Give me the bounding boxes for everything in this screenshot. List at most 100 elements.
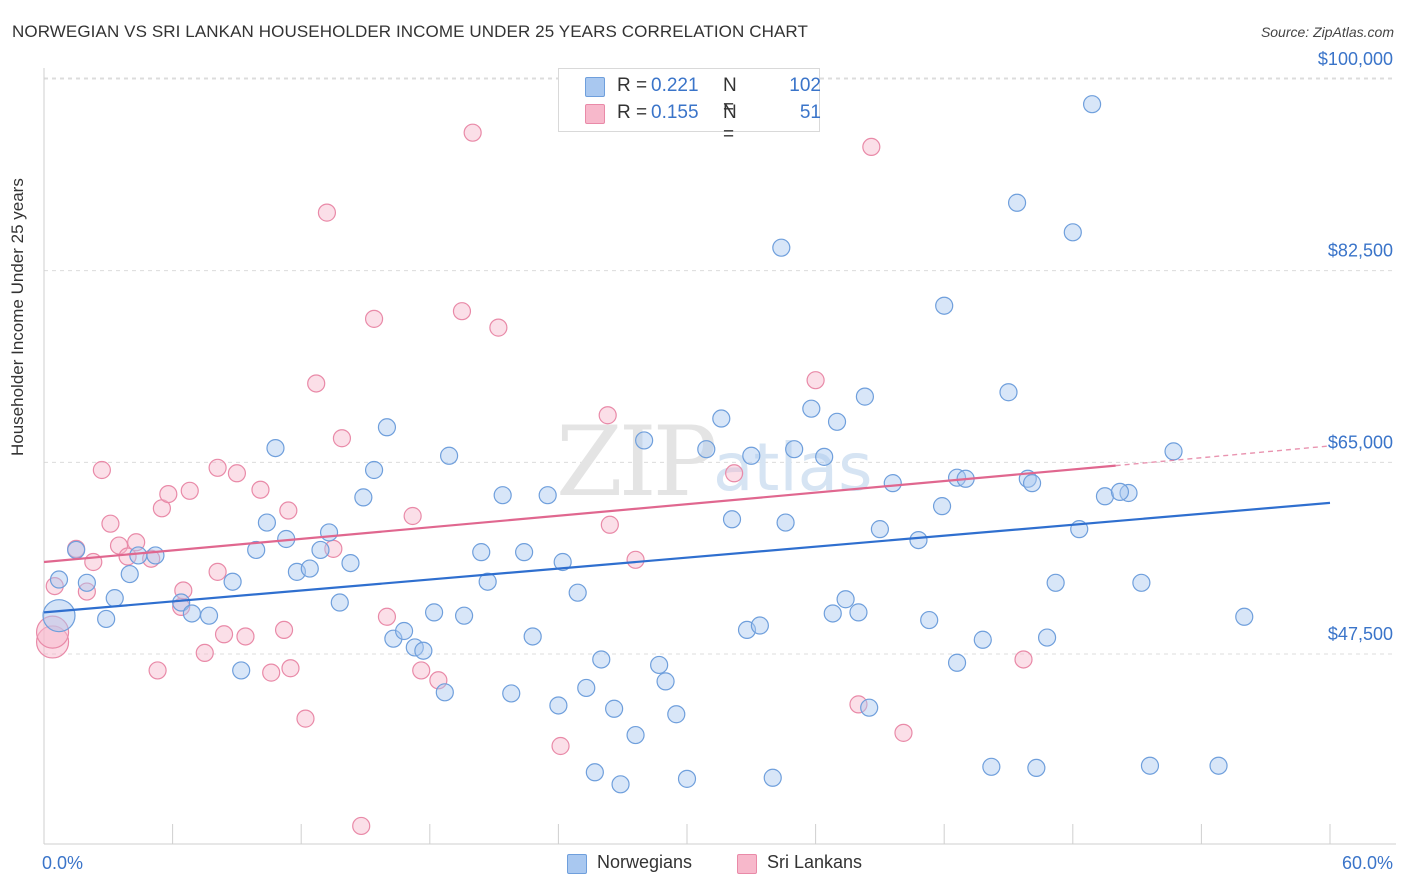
data-point [722,510,742,529]
data-point [920,610,939,630]
data-point [598,406,617,425]
data-point [776,513,795,532]
data-point [208,562,227,581]
watermark-zip: ZIP [556,406,715,518]
legend-r-label: R = [617,102,653,123]
data-point [585,763,604,782]
data-point [626,725,645,745]
data-point [148,661,167,680]
data-point [823,604,842,623]
data-point [424,603,444,622]
legend-label-norwegians: Norwegians [597,852,693,872]
legend-n-label: N = [723,102,737,145]
trend-line-norwegians [43,501,1331,614]
legend-swatch-pink [585,104,605,124]
data-point [1014,650,1033,669]
data-point [982,757,1001,776]
data-point [307,374,326,393]
data-point [92,460,111,480]
stats-legend: R = 0.221 N = 102 R = 0.155 N = 51 [558,68,821,145]
data-point [656,672,675,691]
data-point [414,641,433,660]
data-point [266,438,285,458]
data-point [146,546,165,565]
grid-lines [44,77,1396,655]
data-point [1132,573,1151,592]
data-point [742,446,761,465]
data-point [1209,756,1228,775]
chart-title: NORWEGIAN VS SRI LANKAN HOUSEHOLDER INCO… [12,22,808,41]
data-point [855,387,874,406]
data-point [538,486,557,505]
data-point [667,705,686,724]
legend-n-value: 51 [799,102,821,123]
data-point [883,474,902,493]
y-tick-label: $65,000 [1328,432,1393,452]
legend-swatch-pink [737,854,757,874]
data-point [223,572,242,591]
data-point [815,447,834,466]
data-point [1110,482,1130,502]
data-point [319,523,339,542]
data-point [247,540,266,560]
data-point [412,661,431,680]
legend-r-label: R = [617,75,653,96]
data-point [274,620,294,640]
data-point [364,460,384,480]
data-point [677,769,697,788]
data-point [551,736,570,756]
data-point [935,296,954,315]
data-point [600,515,619,534]
data-point [97,609,116,629]
y-tick-label: $47,500 [1328,624,1393,644]
x-tick-label: 0.0% [42,853,83,873]
data-point [489,318,508,337]
axes [43,68,1396,845]
data-point [592,650,611,669]
data-point [214,625,234,644]
data-point [394,621,414,641]
x-tick-label: 60.0% [1342,853,1393,873]
data-point [332,429,352,448]
legend-r-value: 0.155 [651,102,699,123]
legend-n-value: 102 [789,75,821,96]
data-point [806,371,825,390]
data-point [454,606,474,625]
data-point [523,627,542,646]
data-point [262,663,281,682]
data-point [947,653,967,672]
data-point [1022,474,1042,493]
data-point [1046,573,1065,592]
data-point [1007,193,1027,212]
data-point [330,593,349,612]
data-point [611,775,630,794]
data-point [493,486,512,505]
data-point [67,540,86,560]
y-tick-label: $100,000 [1318,49,1393,69]
data-point [802,399,821,418]
data-point [232,661,251,680]
data-point [377,607,397,626]
source-note: Source: ZipAtlas.com [1260,24,1394,40]
data-point [341,553,360,573]
data-point [208,458,227,477]
data-point [1140,756,1160,775]
tick-labels: $47,500 $65,000 $82,500 $100,000 0.0% 60.0% [42,49,1393,873]
data-point [403,506,422,526]
data-point [317,203,337,222]
data-point [763,768,782,787]
data-point [605,699,624,718]
data-point [1235,607,1254,626]
data-point [860,698,879,717]
data-point [785,440,804,459]
data-point [77,573,96,592]
data-point [1027,758,1046,778]
data-point [435,683,454,702]
data-point [180,481,199,500]
legend-swatch-blue [585,77,605,97]
data-point [1164,442,1183,461]
data-point [199,606,219,625]
data-point [650,655,669,675]
data-point [463,123,482,142]
